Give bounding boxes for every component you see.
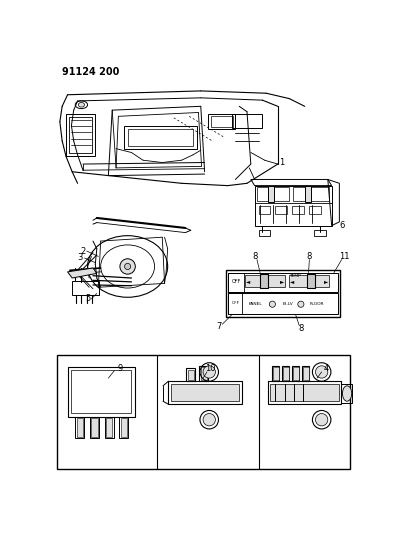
Text: 10: 10 [206,365,216,374]
Bar [257,187,289,201]
Text: 8: 8 [306,252,312,261]
Text: ◄: ◄ [289,279,294,284]
Ellipse shape [316,366,328,378]
Bar [57,355,350,469]
Bar [199,366,208,381]
Ellipse shape [298,301,304,308]
Bar [211,116,233,127]
Text: 3: 3 [77,254,83,262]
Bar [77,418,83,437]
Bar [229,273,338,292]
Bar [270,384,339,401]
Text: OFF: OFF [231,302,239,305]
Bar [314,230,326,236]
Bar [231,114,262,128]
Bar [303,366,309,381]
Bar [186,368,195,381]
Bar [276,206,287,214]
Bar [188,370,194,379]
Bar [268,381,341,405]
Bar [91,418,98,437]
Ellipse shape [269,301,276,308]
Bar [168,381,242,405]
Bar [229,294,242,314]
Text: 8: 8 [253,252,258,261]
Bar [303,367,308,379]
Bar [258,206,270,214]
Bar [67,367,135,417]
Bar [119,417,128,438]
Bar [283,367,289,379]
Text: 9: 9 [117,365,123,374]
Ellipse shape [316,414,328,426]
Text: 7: 7 [216,322,222,331]
Bar [268,187,274,202]
Bar [75,417,85,438]
Bar [208,114,235,130]
Bar [307,274,315,288]
Text: PANEL: PANEL [249,302,262,306]
Bar [171,384,239,401]
Text: BI-LV: BI-LV [282,302,293,306]
Bar [201,367,207,379]
Bar [106,418,112,437]
Bar [66,114,95,156]
Bar [260,274,268,288]
Bar [293,367,299,379]
Bar [293,187,329,201]
Text: 91124 200: 91124 200 [62,68,119,77]
Bar [272,366,279,381]
Bar [124,126,197,149]
Bar [69,117,92,154]
Text: 6: 6 [339,221,344,230]
Text: ►: ► [280,279,285,284]
Text: ►: ► [324,279,328,284]
Text: 8: 8 [298,324,304,333]
Text: TEMP: TEMP [289,274,301,278]
Text: FLOOR: FLOOR [310,302,324,306]
Bar [309,206,321,214]
Bar [226,270,340,317]
Ellipse shape [343,386,352,401]
Bar [121,418,127,437]
Bar [245,275,285,287]
Bar [71,370,131,413]
Ellipse shape [78,102,85,107]
Ellipse shape [203,366,216,378]
Bar [104,417,114,438]
Ellipse shape [120,259,135,274]
Bar [229,273,244,292]
Bar [258,230,270,236]
Text: 2: 2 [80,247,86,255]
Bar [229,294,338,314]
Text: 11: 11 [339,252,350,261]
Bar [293,366,299,381]
Text: OFF: OFF [231,279,241,285]
Text: 5: 5 [85,294,90,303]
Bar [90,417,99,438]
Text: 1: 1 [279,158,284,167]
Text: 4: 4 [324,365,329,374]
Polygon shape [67,268,97,278]
Bar [273,367,279,379]
Bar [293,206,304,214]
Bar [289,275,330,287]
Bar [72,281,99,295]
Bar [127,128,193,146]
Ellipse shape [125,263,131,270]
Text: ◄: ◄ [246,279,250,284]
Bar [305,187,311,202]
Ellipse shape [203,414,216,426]
Bar [282,366,289,381]
Bar [341,384,353,403]
